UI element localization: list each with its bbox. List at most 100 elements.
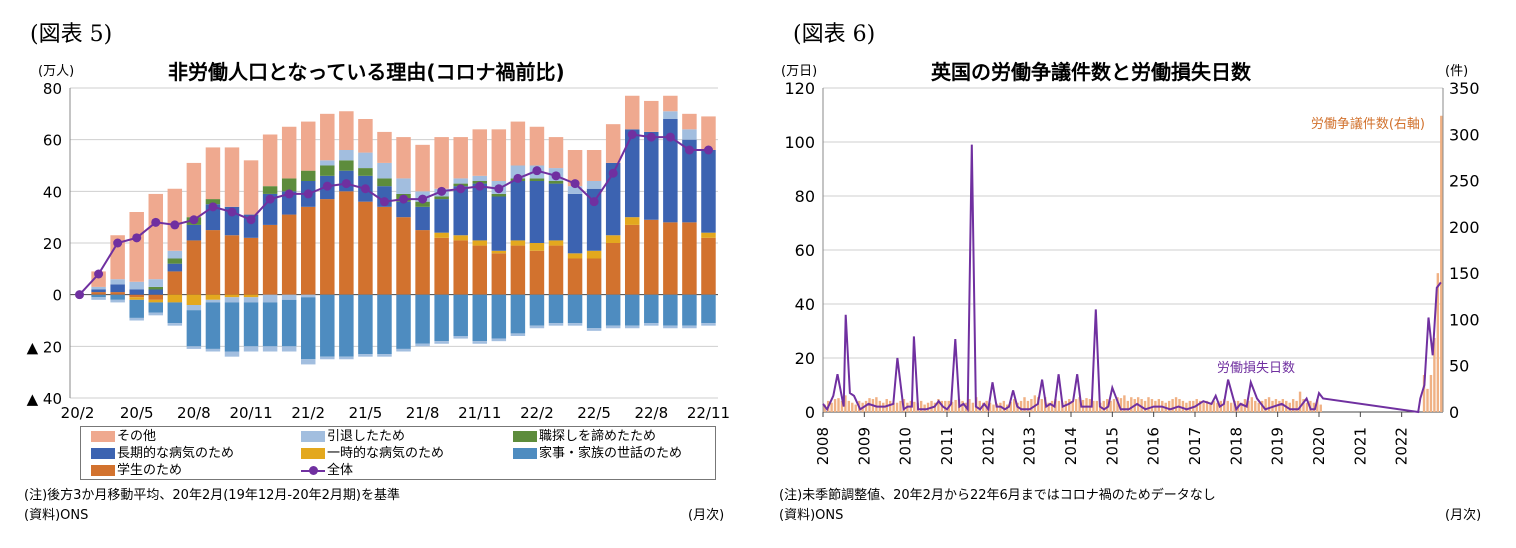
dispute-bar [971,402,975,412]
bar-segment [567,323,583,326]
total-point [627,130,637,139]
dispute-bar [1123,395,1126,412]
bar-segment [453,294,468,336]
legend-item: 全体 [301,462,353,479]
bar-segment [224,351,240,357]
bar-segment [605,124,621,163]
bar-segment [243,346,259,352]
left-tick-label: 40 [795,295,815,314]
bar-segment [110,284,125,293]
bar-segment [453,178,468,184]
y-tick-label: ▲ 40 [27,390,62,408]
bar-segment [415,343,430,347]
frequency-label: (月次) [688,508,725,523]
bar-segment [205,199,221,205]
x-tick-label: 2019 [1269,427,1287,465]
dispute-bar [1205,400,1209,412]
total-point [151,217,161,227]
total-point [418,194,428,204]
bar-segment [529,243,545,251]
bar-segment [91,297,106,300]
bar-segment [148,299,164,303]
bar-segment [281,126,297,179]
bar-segment [129,212,144,282]
bar-segment [91,292,106,295]
total-point [227,207,237,217]
bar-segment [701,232,716,238]
dispute-bar [1316,399,1319,412]
dispute-bar [1257,402,1260,412]
x-tick-label: 2018 [1227,427,1245,465]
bar-segment [586,181,602,189]
dispute-bar [1267,397,1271,412]
dispute-bar [899,400,902,412]
right-tick-label: 200 [1449,218,1480,237]
bar-segment [472,240,488,246]
dispute-bar [1126,400,1130,412]
total-point [75,290,85,300]
bar-segment [567,186,583,194]
bar-segment [472,175,488,181]
dispute-bar [892,402,895,412]
bar-segment [377,354,392,357]
x-tick-label: 20/11 [229,404,272,420]
bar-segment [91,289,106,293]
bar-segment [434,232,449,238]
bar-segment [605,294,621,326]
bar-segment [434,237,449,295]
bar-segment [567,258,583,295]
dispute-bar [1009,401,1012,412]
left-tick-label: 0 [805,403,815,422]
figure-6-panel: (図表 6) (万日) (件) 英国の労働争議件数と労働損失日数 0 20 40 60… [765,0,1515,548]
bar-segment [529,178,545,181]
dispute-bar [1150,399,1154,412]
bar-segment [529,181,545,243]
x-tick-label: 22/11 [687,404,730,420]
dispute-bar [1088,399,1092,412]
dispute-bar [1057,400,1061,412]
bar-segment [567,253,583,259]
days-lost-line [822,144,1442,414]
left-tick-label: 80 [795,187,815,206]
dispute-bar [1209,402,1212,412]
bar-segment [358,168,373,176]
legend-label: 引退したため [327,429,406,444]
bar-segment [586,150,602,181]
bar-segment [377,294,392,355]
bar-segment [548,183,564,241]
right-tick-label: 50 [1449,357,1469,376]
legend-item: 職探しを諦めたため [513,428,656,445]
bar-segment [129,281,144,290]
dispute-bar [1254,400,1257,412]
bar-segment [682,294,697,326]
bar-segment [682,325,697,329]
bar-segment [682,139,697,223]
bar-segment [682,129,697,140]
legend-swatch [513,448,537,459]
bar-segment [644,131,659,220]
bar-segment [605,235,621,243]
chart-title: 非労働人口となっている理由(コロナ禍前比) [168,60,565,84]
bar-segment [682,222,697,295]
x-tick-label: 2016 [1145,427,1163,465]
bar-segment [262,346,278,352]
bar-segment [186,305,202,311]
legend-swatch [301,448,325,459]
dispute-bar [1202,402,1205,412]
total-point [551,171,561,181]
dispute-bar [1429,374,1433,412]
bar-segment [586,258,602,295]
bar-segment [281,346,297,352]
dispute-bar [1119,398,1123,412]
legend-swatch [513,431,537,442]
right-tick-label: 100 [1449,310,1480,329]
bar-segment [339,160,354,171]
dispute-bar [1167,400,1171,412]
bar-segment [224,294,240,298]
bar-segment [472,294,488,342]
bar-segment [415,294,430,344]
bar-segment [205,299,221,303]
bar-segment [320,294,335,357]
bar-segment [472,245,488,295]
bar-segment [605,325,621,329]
